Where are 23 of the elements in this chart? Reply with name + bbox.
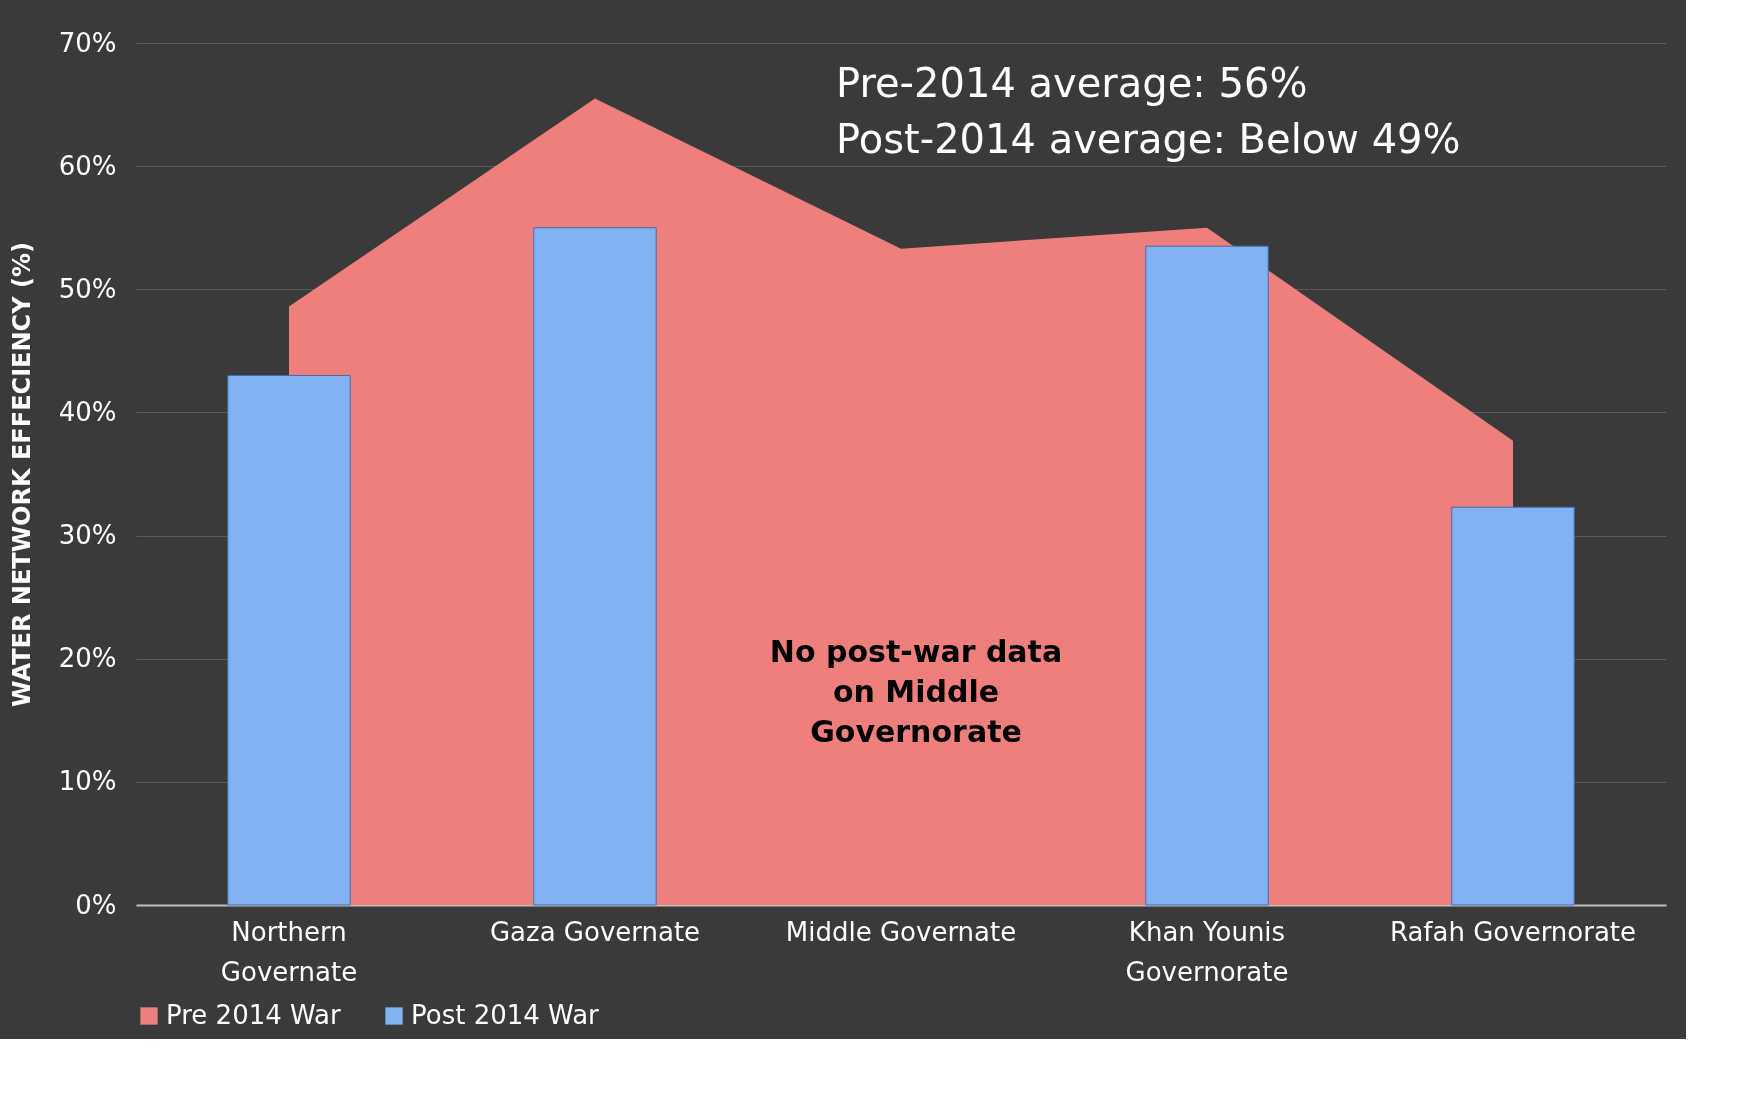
x-tick-label: Gaza Governate [489, 916, 701, 947]
bar [533, 227, 657, 906]
y-tick-label: 50% [58, 273, 117, 304]
annotation: No post-war data on Middle Governorate [769, 634, 1063, 749]
y-tick-label: 0% [75, 889, 117, 920]
y-tick-label: 70% [58, 27, 117, 58]
bar [227, 374, 351, 906]
y-tick-label: 40% [58, 396, 117, 427]
annotation: Post-2014 average: Below 49% [836, 116, 1461, 162]
y-tick-label: 60% [58, 150, 117, 181]
bar [1145, 245, 1269, 906]
y-tick-label: 30% [58, 520, 117, 551]
x-tick-label: Middle Governate [785, 916, 1017, 947]
x-tick-label: Khan Younis Governorate [1125, 916, 1289, 987]
y-axis-title: WATER NETWORK EFFECIENCY (%) [7, 242, 36, 707]
legend-label: Post 2014 War [411, 1000, 600, 1030]
y-tick-label: 10% [58, 766, 117, 797]
x-tick-label: Northern Governate [220, 916, 358, 987]
x-tick-label: Rafah Governorate [1389, 916, 1637, 947]
legend-label: Pre 2014 War [166, 1000, 342, 1030]
y-tick-label: 20% [58, 643, 117, 674]
annotation: Pre-2014 average: 56% [836, 60, 1308, 106]
bar [1451, 506, 1575, 906]
